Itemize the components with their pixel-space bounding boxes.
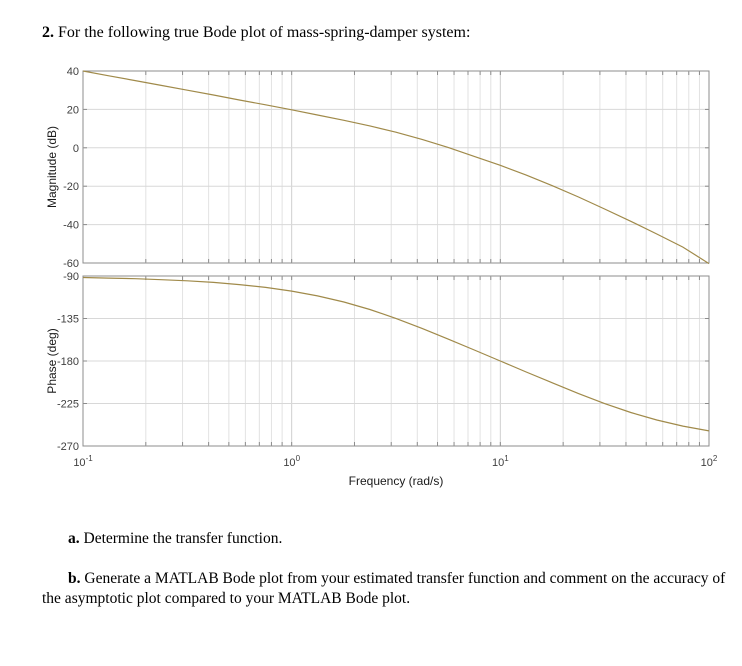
part-a-label: a. [68, 530, 80, 547]
magnitude-y-ticks: 40 20 0 -20 -40 -60 [63, 66, 79, 270]
y-tick-label: -270 [57, 441, 79, 453]
y-tick-label: 20 [67, 104, 79, 116]
y-tick-label: -225 [57, 399, 79, 411]
magnitude-plot: 40 20 0 -20 -40 -60 Magnitude (dB) [45, 66, 710, 270]
part-a: a. Determine the transfer function. [68, 529, 282, 549]
y-tick-label: 40 [67, 66, 79, 78]
y-tick-label: -40 [63, 220, 79, 232]
y-tick-label: 0 [73, 143, 79, 155]
phase-y-ticks: -90 -135 -180 -225 -270 [57, 271, 79, 453]
frequency-x-axis-label: Frequency (rad/s) [349, 474, 444, 488]
part-b: b. Generate a MATLAB Bode plot from your… [42, 569, 732, 609]
phase-plot: -90 -135 -180 -225 -270 Phase (deg) [45, 271, 710, 453]
y-tick-label: -90 [63, 271, 79, 283]
y-tick-label: -20 [63, 181, 79, 193]
x-tick-label: 10-1 [73, 454, 93, 469]
y-tick-label: -60 [63, 258, 79, 270]
magnitude-grid [83, 70, 709, 264]
magnitude-curve [82, 70, 710, 265]
magnitude-axes-frame [82, 70, 710, 264]
x-tick-label: 100 [283, 454, 300, 469]
y-tick-label: -135 [57, 314, 79, 326]
question-text: For the following true Bode plot of mass… [58, 24, 471, 41]
part-a-text: Determine the transfer function. [83, 530, 283, 547]
part-b-label: b. [68, 570, 81, 587]
x-tick-label: 102 [701, 454, 718, 469]
phase-curve [82, 276, 710, 432]
phase-grid [83, 275, 709, 447]
y-tick-label: -180 [57, 356, 79, 368]
question-number: 2. [42, 24, 54, 41]
x-tick-label: 101 [492, 454, 509, 469]
magnitude-y-axis-label: Magnitude (dB) [45, 126, 59, 208]
frequency-x-ticks: 10-1 100 101 102 [73, 454, 718, 469]
phase-y-axis-label: Phase (deg) [45, 328, 59, 393]
part-b-text: Generate a MATLAB Bode plot from your es… [42, 570, 726, 607]
question-title: 2. For the following true Bode plot of m… [42, 24, 470, 42]
